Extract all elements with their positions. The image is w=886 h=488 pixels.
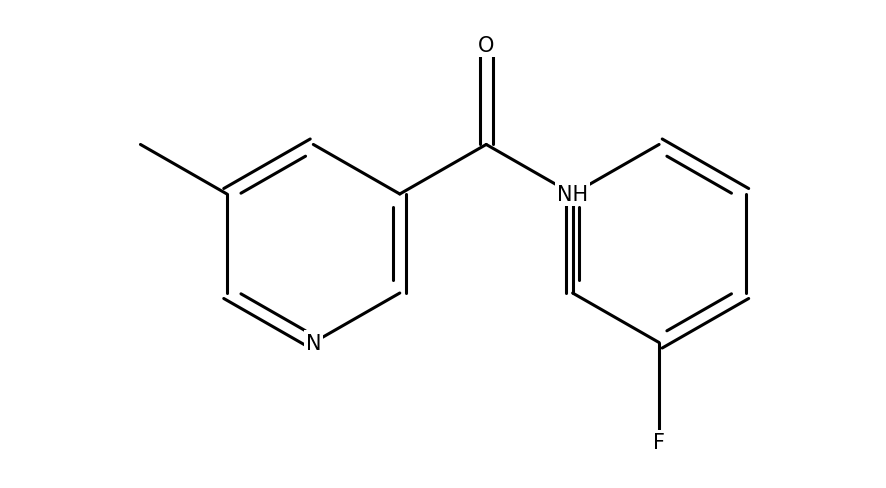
Text: NH: NH [557, 184, 588, 204]
Text: F: F [653, 432, 665, 452]
Text: O: O [478, 36, 494, 56]
Text: N: N [306, 333, 321, 353]
